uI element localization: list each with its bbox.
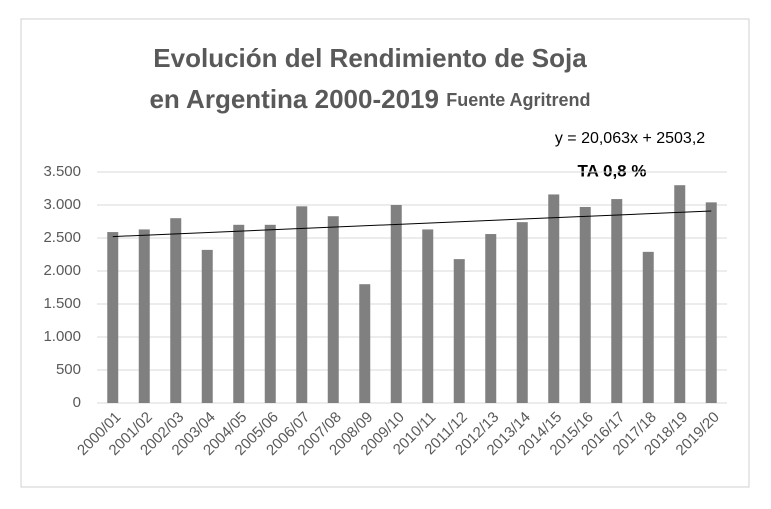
bar [516,222,528,403]
source: Fuente Agritrend [446,90,590,110]
bar [107,232,119,403]
bar [674,185,686,403]
bar [327,216,339,403]
bar [233,224,245,403]
trend-equation: y = 20,063x + 2503,2 [555,130,705,147]
y-tick-label: 0 [73,394,81,411]
bar [170,218,182,403]
bar [138,229,150,403]
y-tick-label: 3.000 [43,196,81,213]
chart-title: Evolución del Rendimiento de Soja [153,43,587,73]
y-tick-label: 500 [56,361,81,378]
bar [579,206,591,403]
y-tick-label: 2.500 [43,229,81,246]
bar [201,249,213,403]
bar [453,259,465,403]
growth-rate: TA 0,8 % [578,161,647,180]
y-tick-label: 2.000 [43,262,81,279]
bar [390,205,402,403]
y-tick-label: 1.500 [43,295,81,312]
trendline [112,210,712,238]
bar [548,194,560,403]
bar [359,284,371,403]
chart-subtitle: en Argentina 2000-2019 Fuente Agritrend [149,84,590,114]
bar [422,229,434,403]
bar [296,206,308,403]
bar [611,199,623,403]
bar [705,202,717,403]
bar [264,224,276,403]
y-tick-label: 3.500 [43,163,81,180]
bar [642,251,654,403]
bar [485,234,497,403]
subtitle: en Argentina 2000-2019 [149,84,439,114]
y-tick-label: 1.000 [43,328,81,345]
